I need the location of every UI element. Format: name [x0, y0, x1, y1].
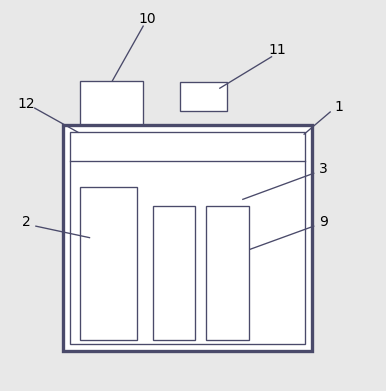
Text: 12: 12 [17, 97, 35, 111]
Bar [80, 81, 143, 134]
Text: 2: 2 [22, 215, 30, 230]
Text: 10: 10 [138, 12, 156, 26]
Text: 1: 1 [334, 100, 343, 114]
Bar [153, 206, 195, 340]
Text: 3: 3 [319, 161, 328, 176]
Bar [179, 83, 227, 111]
Bar [69, 131, 305, 344]
Text: 11: 11 [268, 43, 286, 57]
Text: 9: 9 [319, 215, 328, 230]
Bar [207, 206, 249, 340]
Bar [63, 125, 312, 351]
Bar [80, 187, 137, 340]
